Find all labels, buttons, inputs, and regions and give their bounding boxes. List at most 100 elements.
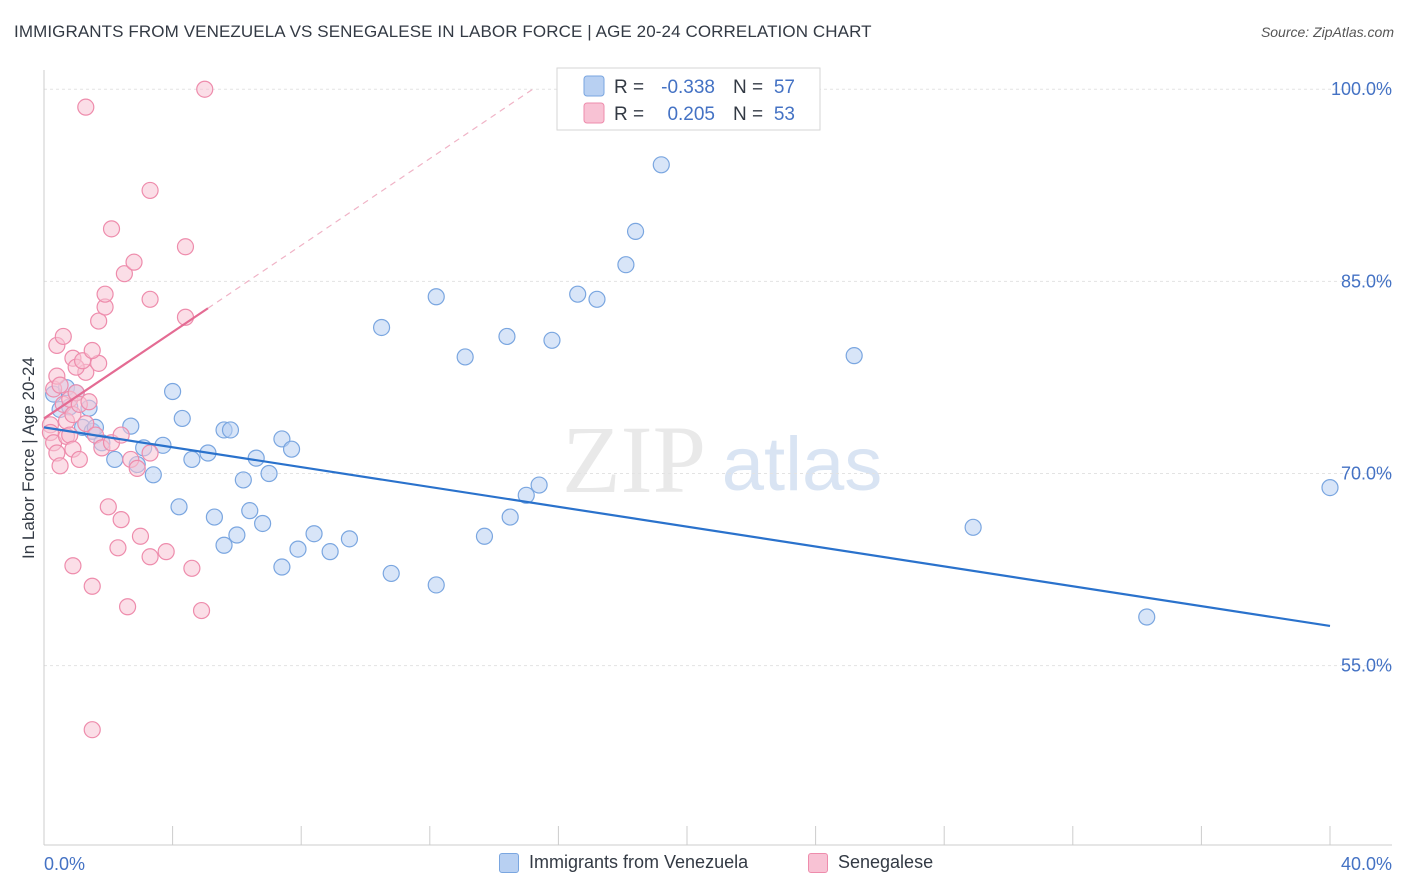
chart-title: IMMIGRANTS FROM VENEZUELA VS SENEGALESE … [14, 22, 872, 41]
legend-swatch-venezuela [583, 75, 605, 97]
watermark-zip: ZIP [562, 406, 706, 513]
senegalese-point-39 [125, 253, 143, 271]
venezuela-point-21 [221, 421, 240, 439]
senegalese-point-17 [70, 450, 88, 469]
venezuela-point-27 [170, 498, 188, 516]
legend-n-label-venezuela: N = [733, 77, 763, 98]
venezuela-point-29 [215, 536, 233, 554]
trend-line-venezuela [43, 426, 1331, 628]
senegalese-point-57 [102, 220, 121, 238]
venezuela-point-35 [305, 525, 323, 543]
venezuela-point-51 [617, 256, 635, 274]
venezuela-point-42 [517, 486, 535, 504]
senegalese-point-34 [83, 341, 101, 360]
venezuela-point-28 [205, 508, 223, 526]
senegalese-point-18 [77, 414, 95, 433]
senegalese-point-3 [51, 376, 69, 394]
legend-label-venezuela: Immigrants from Venezuela [529, 852, 749, 872]
x-tick-label-min: 0.0% [44, 854, 85, 874]
senegalese-point-44 [112, 511, 130, 529]
venezuela-point-38 [382, 564, 400, 583]
legend-r-value-senegalese: 0.205 [667, 104, 715, 125]
legend-n-value-venezuela: 57 [774, 77, 795, 98]
venezuela-point-39 [427, 576, 445, 594]
trend-lines [43, 88, 1331, 628]
senegalese-point-30 [54, 327, 72, 346]
venezuela-point-54 [845, 347, 863, 365]
senegalese-point-42 [99, 498, 117, 516]
venezuela-point-45 [427, 288, 445, 306]
venezuela-point-14 [144, 466, 162, 484]
zipatlas-watermark: ZIP atlas [562, 406, 882, 513]
venezuela-point-49 [569, 285, 587, 303]
venezuela-point-43 [530, 476, 548, 494]
venezuela-point-57 [1321, 479, 1339, 497]
venezuela-point-56 [1138, 608, 1156, 626]
legend-swatch-senegalese [583, 102, 605, 124]
y-axis-label: In Labor Force | Age 20-24 [19, 357, 38, 559]
y-tick-label-85: 85.0% [1341, 271, 1392, 291]
venezuela-point-16 [164, 382, 182, 401]
venezuela-point-30 [228, 526, 246, 544]
venezuela-point-10 [106, 450, 124, 469]
legend-bottom-swatch-senegalese [808, 852, 828, 873]
senegalese-point-56 [141, 181, 159, 200]
venezuela-point-55 [964, 518, 982, 536]
legend-r-label-venezuela: R = [614, 77, 644, 98]
series-venezuela-points [45, 156, 1339, 626]
legend-n-label-senegalese: N = [733, 104, 763, 125]
watermark-atlas: atlas [722, 422, 883, 507]
venezuela-point-37 [340, 530, 359, 548]
senegalese-point-49 [83, 577, 101, 595]
venezuela-point-34 [289, 540, 307, 558]
source-credit: Source: ZipAtlas.com [1260, 24, 1394, 40]
senegalese-point-19 [80, 393, 98, 411]
senegalese-point-38 [115, 265, 133, 283]
venezuela-point-24 [260, 464, 278, 483]
x-tick-label-max: 40.0% [1341, 854, 1392, 874]
grid-lines [44, 88, 1392, 667]
venezuela-point-50 [588, 290, 606, 308]
senegalese-point-37 [96, 285, 114, 303]
legend-item-senegalese: Senegalese [808, 852, 933, 873]
venezuela-point-41 [501, 508, 519, 526]
legend-label-senegalese: Senegalese [838, 852, 934, 872]
venezuela-point-31 [241, 502, 259, 520]
senegalese-point-47 [183, 559, 201, 577]
trend-line-senegalese-extension [207, 88, 534, 309]
senegalese-point-43 [109, 539, 127, 557]
venezuela-point-36 [321, 543, 339, 561]
venezuela-point-23 [247, 449, 265, 467]
axes [43, 70, 1392, 846]
senegalese-point-55 [196, 80, 214, 98]
venezuela-point-47 [498, 327, 516, 346]
y-tick-label-100: 100.0% [1331, 79, 1392, 99]
venezuela-point-40 [475, 527, 494, 545]
venezuela-point-53 [652, 156, 670, 174]
trend-line-senegalese [43, 307, 209, 420]
venezuela-point-18 [183, 450, 201, 469]
venezuela-point-26 [282, 440, 301, 458]
venezuela-point-48 [543, 331, 561, 349]
venezuela-point-46 [456, 348, 474, 366]
senegalese-point-50 [118, 598, 137, 616]
legend-r-value-venezuela: -0.338 [661, 77, 715, 98]
senegalese-point-51 [141, 548, 159, 566]
legend-item-venezuela: Immigrants from Venezuela [499, 852, 748, 873]
senegalese-point-53 [83, 721, 101, 739]
venezuela-point-44 [372, 318, 391, 337]
senegalese-point-13 [51, 457, 69, 475]
senegalese-point-48 [64, 557, 82, 575]
y-tick-labels: 55.0% 70.0% 85.0% 100.0% [1331, 79, 1392, 675]
series-senegalese-points [41, 80, 214, 739]
senegalese-point-45 [131, 527, 150, 545]
legend-bottom-swatch-venezuela [499, 852, 519, 873]
legend-n-value-senegalese: 53 [774, 104, 795, 125]
senegalese-point-40 [141, 290, 159, 308]
senegalese-point-58 [176, 238, 195, 256]
y-tick-label-55: 55.0% [1341, 656, 1392, 676]
senegalese-point-28 [141, 444, 159, 462]
series-legend: Immigrants from Venezuela Senegalese [0, 852, 1406, 878]
senegalese-point-46 [157, 543, 175, 561]
